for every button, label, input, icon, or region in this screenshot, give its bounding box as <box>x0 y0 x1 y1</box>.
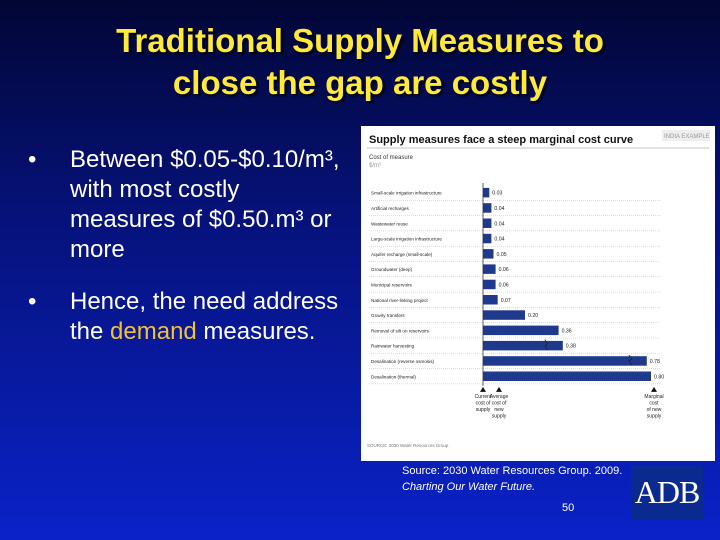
chart-svg: Supply measures face a steep marginal co… <box>361 126 715 461</box>
data-label: 0.80 <box>654 374 664 380</box>
chart-ylabel: Cost of measure <box>369 155 414 161</box>
data-label: 0.06 <box>499 282 509 288</box>
marker-label: Marginal <box>644 394 663 400</box>
category-label: Municipal reservoirs <box>371 282 413 287</box>
marker-label: of new <box>647 407 662 413</box>
bullet-item-2: • Hence, the need address the demand mea… <box>28 287 348 347</box>
category-label: Artificial recharges <box>371 206 409 211</box>
category-label: Small-scale irrigation infrastructure <box>371 191 442 196</box>
adb-logo: ADB <box>631 465 703 519</box>
bullet-text-2-end: measures. <box>196 318 316 345</box>
page-number: 50 <box>562 502 575 514</box>
bar <box>483 203 492 213</box>
bar <box>483 325 559 336</box>
bullet-marker: • <box>28 288 37 315</box>
marker-label: supply <box>476 407 491 413</box>
chart-background <box>361 126 715 461</box>
bar <box>483 218 492 228</box>
slide-title: Traditional Supply Measures to close the… <box>40 20 680 104</box>
marker-triangle <box>496 386 502 392</box>
data-label: 0.07 <box>501 298 511 304</box>
bullet-item-1: • Between $0.05-$0.10/m³, with most cost… <box>28 145 348 265</box>
data-label: 0.05 <box>497 252 507 258</box>
data-label: 0.78 <box>650 359 660 365</box>
bar <box>483 340 563 351</box>
chart-badge: INDIA EXAMPLE <box>664 134 710 140</box>
axis-break-mark <box>544 339 549 350</box>
data-label: 0.38 <box>566 344 576 350</box>
marker-label: Average <box>490 394 509 400</box>
data-label: 0.06 <box>499 267 509 273</box>
category-label: Groundwater (deep) <box>371 267 413 272</box>
bullet-marker: • <box>28 146 37 173</box>
data-label: 0.36 <box>562 328 572 334</box>
bar <box>483 310 525 320</box>
bar <box>483 187 490 198</box>
chart-badge-box <box>662 130 710 141</box>
bar <box>483 249 494 259</box>
marker-label: cost <box>649 400 659 406</box>
category-label: Wastewater reuse <box>371 221 408 226</box>
marker-label: supply <box>647 413 662 419</box>
bar <box>483 356 647 366</box>
source-line-2: Charting Our Water Future. <box>402 481 536 493</box>
chart-yunit: $/m³ <box>369 163 381 169</box>
category-label: Desalination (reverse osmosis) <box>371 359 435 364</box>
category-label: National river-linking project <box>371 298 428 303</box>
chart-title: Supply measures face a steep marginal co… <box>369 134 633 146</box>
data-label: 0.20 <box>528 313 538 319</box>
source-note: Source: 2030 Water Resources Group. 2009… <box>402 463 622 495</box>
marker-label: cost of <box>492 400 507 406</box>
data-label: 0.04 <box>494 206 504 212</box>
demand-highlight: demand <box>110 318 197 345</box>
bar <box>483 264 496 274</box>
category-label: Desalination (thermal) <box>371 374 416 379</box>
data-label: 0.04 <box>494 221 504 227</box>
marker-triangle <box>651 386 657 392</box>
source-line-1: Source: 2030 Water Resources Group. 2009… <box>402 465 623 477</box>
bar <box>483 233 492 244</box>
category-label: Removal of silt on reservoirs <box>371 328 430 333</box>
title-line-2: close the gap are costly <box>172 64 548 101</box>
bar <box>483 279 496 290</box>
category-label: Gravity transfers <box>371 313 405 318</box>
bar <box>483 295 498 305</box>
marker-label: Current <box>475 394 492 400</box>
marker-label: cost of <box>476 400 491 406</box>
category-label: Large-scale irrigation infrastructure <box>371 237 442 242</box>
bullet-text-2: Hence, the need address the <box>70 288 339 345</box>
bar <box>483 371 651 381</box>
bullet-list: • Between $0.05-$0.10/m³, with most cost… <box>28 145 348 369</box>
marker-label: new <box>494 407 504 413</box>
chart-source: SOURCE: 2030 Water Resources Group <box>367 443 449 448</box>
cost-curve-chart: Supply measures face a steep marginal co… <box>361 126 715 461</box>
bullet-text-1: Between $0.05-$0.10/m³, with most costly… <box>70 146 340 263</box>
marker-label: supply <box>492 413 507 419</box>
marker-triangle <box>480 386 486 392</box>
category-label: Aquifer recharge (small-scale) <box>371 252 433 257</box>
chart-marks: Small-scale irrigation infrastructure 0.0… <box>369 183 664 419</box>
axis-break-mark <box>628 354 633 366</box>
category-label: Rainwater harvesting <box>371 344 415 349</box>
data-label: 0.03 <box>492 191 502 197</box>
data-label: 0.04 <box>494 237 504 243</box>
title-line-1: Traditional Supply Measures to <box>116 22 604 59</box>
